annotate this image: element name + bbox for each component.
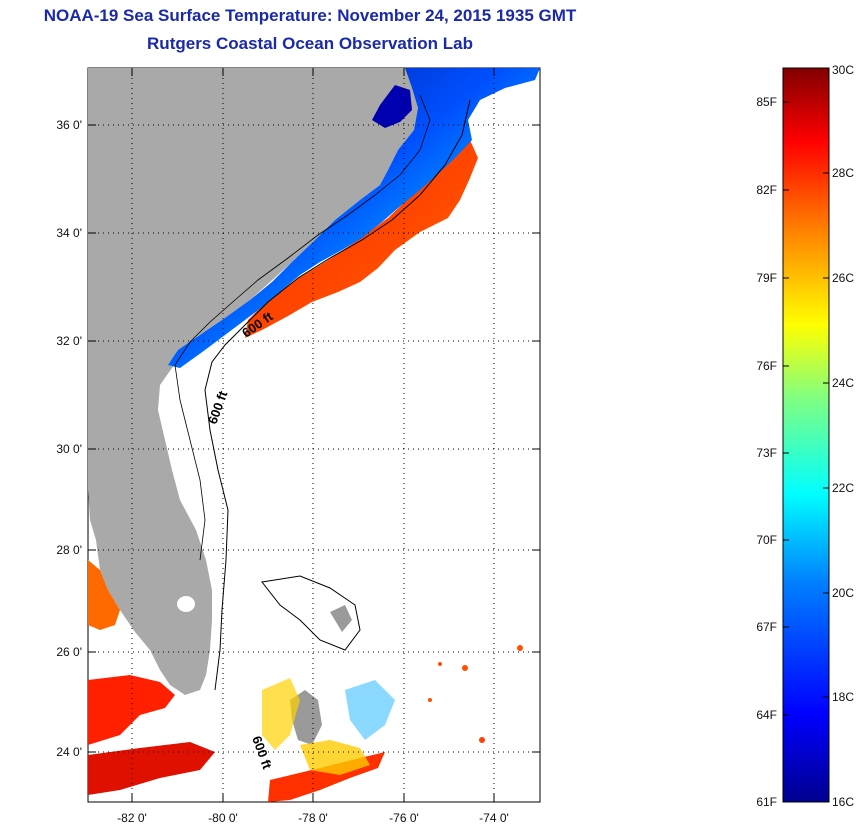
- lon-label: -74 0': [479, 811, 509, 825]
- lon-label: -78 0': [298, 811, 328, 825]
- warm-patch: [517, 645, 523, 651]
- andros-bank: [262, 678, 300, 750]
- lake-okeechobee: [177, 596, 195, 612]
- colorbar-f-label: 61F: [756, 795, 777, 809]
- colorbar-c-label: 22C: [832, 481, 854, 495]
- south-bank: [300, 740, 370, 775]
- lat-label: 34 0': [56, 226, 82, 240]
- depth-contour-600ft: [204, 99, 471, 691]
- lon-label: -76 0': [389, 811, 419, 825]
- warm-patch: [462, 665, 468, 671]
- colorbar-f-label: 64F: [756, 708, 777, 722]
- lat-label: 32 0': [56, 334, 82, 348]
- warm-patch: [428, 698, 432, 702]
- bahamas-land-small: [330, 605, 352, 632]
- warm-patch: [479, 737, 485, 743]
- colorbar-c-label: 16C: [832, 795, 854, 809]
- colorbar-c-label: 30C: [832, 63, 854, 77]
- colorbar-c-label: 28C: [832, 166, 854, 180]
- lat-label: 30 0': [56, 442, 82, 456]
- colorbar-f-label: 73F: [756, 446, 777, 460]
- exuma-bank: [345, 680, 395, 740]
- colorbar-f-label: 79F: [756, 271, 777, 285]
- shelf-cold: [168, 68, 540, 368]
- lat-label: 26 0': [56, 645, 82, 659]
- colorbar-c-label: 26C: [832, 271, 854, 285]
- bahamas-bank-north: [261, 575, 361, 651]
- sound-water: [372, 85, 412, 128]
- map-layers: [88, 68, 540, 802]
- colorbar-ticks: [783, 101, 829, 716]
- colorbar: [782, 67, 830, 803]
- graticule: [88, 68, 540, 802]
- colorbar-c-label: 18C: [832, 690, 854, 704]
- warm-patch: [438, 662, 442, 666]
- colorbar-f-label: 76F: [756, 359, 777, 373]
- depth-contour-shelf: [174, 94, 431, 561]
- colorbar-f-label: 70F: [756, 533, 777, 547]
- lon-label: -82 0': [117, 811, 147, 825]
- keys-warm: [88, 742, 215, 795]
- lat-label: 36 0': [56, 118, 82, 132]
- colorbar-f-label: 82F: [756, 183, 777, 197]
- map-subtitle: Rutgers Coastal Ocean Observation Lab: [147, 34, 473, 53]
- lat-label: 24 0': [56, 745, 82, 759]
- map-title: NOAA-19 Sea Surface Temperature: Novembe…: [43, 6, 577, 25]
- lon-label: -80 0': [208, 811, 238, 825]
- colorbar-c-label: 20C: [832, 586, 854, 600]
- colorbar-f-label: 85F: [756, 95, 777, 109]
- gulf-warm-south: [88, 675, 175, 745]
- land-mainland: [88, 68, 418, 695]
- colorbar-f-label: 67F: [756, 620, 777, 634]
- frame-ticks: [88, 68, 540, 802]
- lat-label: 28 0': [56, 543, 82, 557]
- colorbar-c-label: 24C: [832, 376, 854, 390]
- gulf-warm-west: [88, 560, 120, 630]
